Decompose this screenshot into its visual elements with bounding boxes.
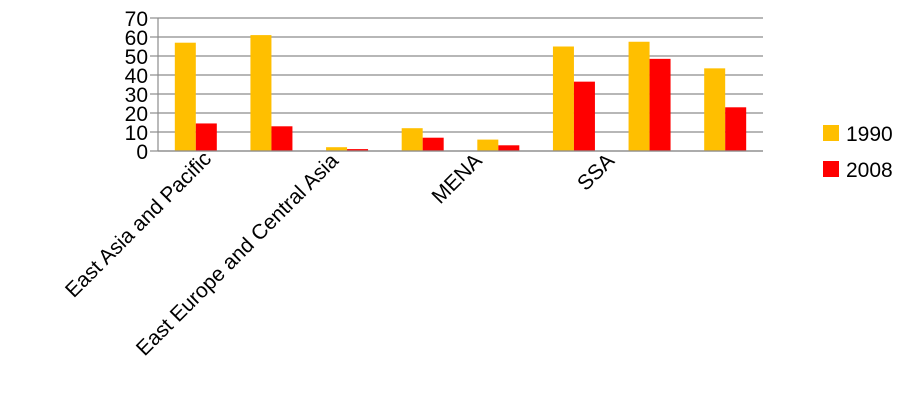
y-tick-label: 0: [136, 141, 148, 164]
bar-2008-5: [573, 81, 595, 151]
legend: 1990 2008: [823, 123, 893, 182]
x-tick-label: SSA: [573, 149, 619, 195]
bar-2008-6: [649, 58, 671, 151]
bar-2008-0: [195, 123, 217, 151]
bar-2008-7: [725, 107, 747, 151]
bar-2008-1: [271, 126, 293, 151]
gridlines: [158, 17, 763, 152]
y-tick-label: 20: [125, 103, 148, 126]
y-tick-label: 50: [125, 46, 148, 69]
legend-swatch-2008: [823, 161, 839, 177]
bar-2008-3: [422, 137, 444, 151]
legend-swatch-1990: [823, 125, 839, 141]
y-tick-label: 70: [125, 8, 148, 31]
bar-1990-3: [401, 128, 423, 151]
bar-1990-1: [250, 35, 272, 151]
bar-1990-4: [477, 139, 499, 151]
bar-1990-6: [628, 41, 650, 151]
x-tick-label: MENA: [428, 149, 487, 208]
bar-1990-7: [704, 68, 726, 151]
y-tick-label: 40: [125, 65, 148, 88]
y-tick-label: 10: [125, 122, 148, 145]
x-tick-label: East Europe and Central Asia: [132, 149, 343, 360]
bars: [174, 35, 747, 152]
y-tick-label: 30: [125, 84, 148, 107]
y-tick-label: 60: [125, 27, 148, 50]
legend-label: 1990: [846, 123, 893, 146]
legend-label: 2008: [846, 159, 893, 182]
bar-2008-4: [498, 145, 520, 151]
bar-2008-2: [347, 149, 369, 151]
bar-1990-2: [326, 147, 348, 151]
bar-1990-5: [552, 46, 574, 151]
x-tick-label: East Asia and Pacific: [61, 147, 216, 302]
bar-1990-0: [174, 42, 196, 152]
